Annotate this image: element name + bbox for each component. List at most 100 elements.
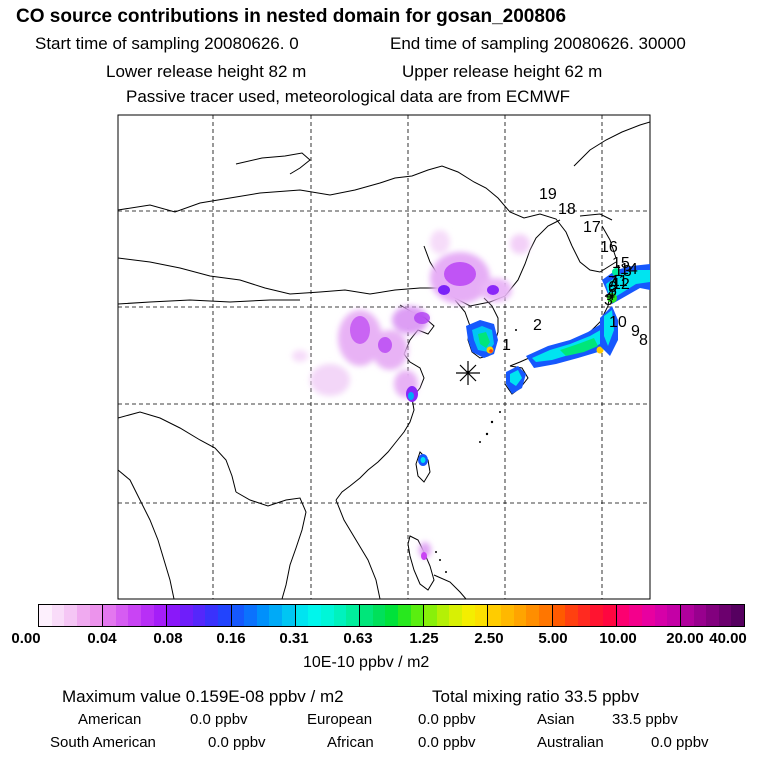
- trajectory-label: 11: [611, 273, 628, 290]
- small-islands: [435, 329, 517, 573]
- color-scale-swatch: [64, 605, 77, 626]
- color-scale-tick: 0.04: [87, 630, 117, 647]
- color-scale-swatch: [667, 605, 680, 626]
- color-scale-swatch: [654, 605, 668, 626]
- total-mixing-ratio: Total mixing ratio 33.5 ppbv: [432, 687, 639, 706]
- color-scale-tick: 0.31: [279, 630, 309, 647]
- color-scale-swatch: [449, 605, 463, 626]
- trajectory-label: 16: [600, 239, 618, 256]
- color-scale-swatch: [39, 605, 52, 626]
- color-scale-swatch: [167, 605, 181, 626]
- color-scale-swatch: [577, 605, 591, 626]
- trajectory-label: 3: [604, 292, 613, 309]
- color-scale-segment: [488, 605, 553, 626]
- end-time: End time of sampling 20080626. 30000: [390, 34, 686, 53]
- color-scale-swatch: [385, 605, 398, 626]
- color-scale-segment: [231, 605, 296, 626]
- color-scale-swatch: [244, 605, 257, 626]
- color-scale-swatch: [217, 605, 231, 626]
- color-scale-swatch: [513, 605, 527, 626]
- trajectory-label: 6: [608, 279, 617, 296]
- color-scale-swatch: [359, 605, 373, 626]
- american-label: American: [78, 711, 142, 728]
- color-scale-swatch: [629, 605, 642, 626]
- color-scale-swatch: [616, 605, 630, 626]
- south-american-label: South American: [50, 734, 156, 751]
- color-scale-swatch: [474, 605, 488, 626]
- color-scale-swatch: [205, 605, 218, 626]
- european-value: 0.0 ppbv: [418, 711, 476, 728]
- color-scale-swatch: [141, 605, 154, 626]
- color-scale-swatch: [436, 605, 450, 626]
- color-scale-tick: 20.00: [666, 630, 704, 647]
- asian-label: Asian: [537, 711, 575, 728]
- maximum-value: Maximum value 0.159E-08 ppbv / m2: [62, 687, 344, 706]
- color-scale-bar: [38, 604, 745, 627]
- color-scale-swatch: [397, 605, 411, 626]
- trajectory-label: 1: [502, 337, 511, 354]
- color-scale-swatch: [552, 605, 566, 626]
- color-scale-swatch: [680, 605, 694, 626]
- color-scale-tick: 2.50: [474, 630, 504, 647]
- trajectory-label: 18: [558, 201, 576, 218]
- african-label: African: [327, 734, 374, 751]
- color-scale-tick: 40.00: [709, 630, 747, 647]
- trajectory-label: 10: [609, 314, 627, 331]
- color-scale-swatch: [115, 605, 129, 626]
- australian-label: Australian: [537, 734, 604, 751]
- color-scale-swatch: [603, 605, 616, 626]
- color-scale-swatch: [89, 605, 103, 626]
- color-scale-tick: 0.16: [216, 630, 246, 647]
- trajectory-label: 2: [533, 317, 542, 334]
- color-scale-tick: 10.00: [599, 630, 637, 647]
- color-scale-segment: [680, 605, 745, 626]
- color-scale-swatch: [693, 605, 707, 626]
- color-scale-swatch: [500, 605, 514, 626]
- trajectory-label: 4: [606, 287, 615, 304]
- color-scale-swatch: [153, 605, 167, 626]
- color-scale-swatch: [192, 605, 206, 626]
- color-scale-swatch: [462, 605, 475, 626]
- color-scale-swatch: [308, 605, 322, 626]
- color-scale-swatch: [538, 605, 552, 626]
- asian-value: 33.5 ppbv: [612, 711, 678, 728]
- color-scale-segment: [103, 605, 168, 626]
- color-scale-swatch: [321, 605, 334, 626]
- color-scale-segment: [39, 605, 104, 626]
- color-scale-swatch: [565, 605, 578, 626]
- color-scale-swatch: [103, 605, 116, 626]
- trajectory-label: 7: [608, 274, 617, 291]
- color-scale-swatch: [295, 605, 309, 626]
- upper-release-height: Upper release height 62 m: [402, 62, 603, 81]
- lat-lon-grid: [118, 115, 650, 599]
- color-scale-swatch: [76, 605, 90, 626]
- trajectory-label: 5: [608, 283, 617, 300]
- color-scale-swatch: [282, 605, 295, 626]
- color-scale-swatch: [269, 605, 283, 626]
- color-scale-swatch: [641, 605, 655, 626]
- tracer-note: Passive tracer used, meteorological data…: [126, 87, 571, 106]
- american-value: 0.0 ppbv: [190, 711, 248, 728]
- trajectory-label: 8: [639, 332, 648, 349]
- color-scale-tick: 1.25: [409, 630, 439, 647]
- color-scale-tick: 0.63: [343, 630, 373, 647]
- color-scale-swatch: [51, 605, 65, 626]
- trajectory-label: 12: [612, 276, 630, 293]
- color-scale-swatch: [333, 605, 347, 626]
- trajectory-label: 17: [583, 219, 601, 236]
- trajectory-label: 15: [612, 255, 630, 272]
- color-scale-segment: [359, 605, 425, 626]
- color-scale-swatch: [128, 605, 142, 626]
- european-label: European: [307, 711, 373, 728]
- trajectory-label: 19: [539, 186, 557, 203]
- start-time: Start time of sampling 20080626. 0: [35, 34, 299, 53]
- australian-value: 0.0 ppbv: [651, 734, 709, 751]
- color-scale-swatch: [256, 605, 270, 626]
- map-title: CO source contributions in nested domain…: [16, 6, 567, 27]
- color-scale-tick: 0.08: [153, 630, 183, 647]
- color-scale-segment: [295, 605, 360, 626]
- footprint-hotspots: [350, 262, 650, 560]
- color-scale-tick: 5.00: [538, 630, 568, 647]
- south-american-value: 0.0 ppbv: [208, 734, 266, 751]
